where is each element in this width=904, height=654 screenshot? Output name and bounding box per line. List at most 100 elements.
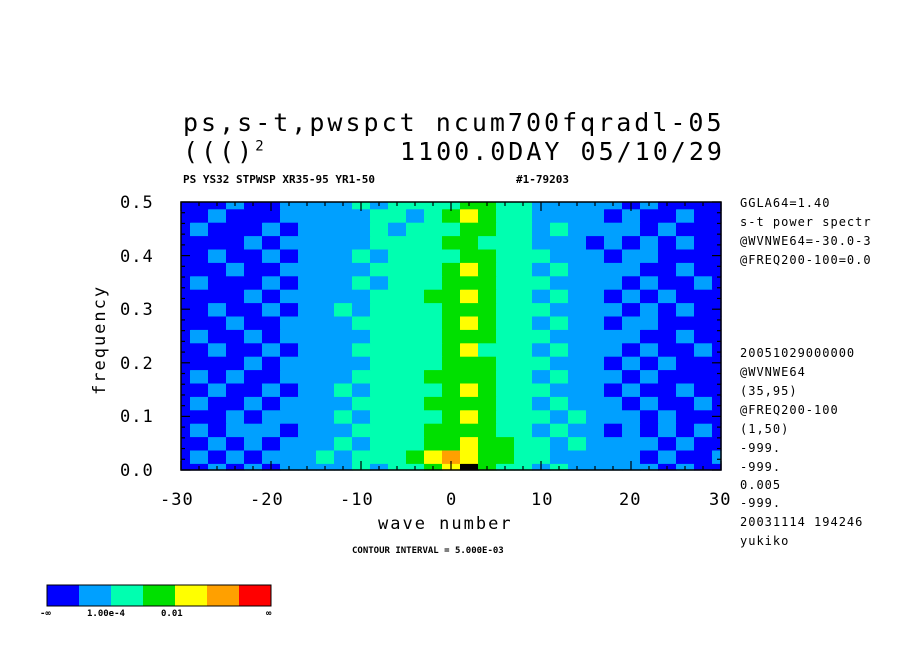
heatmap-cell — [352, 289, 371, 304]
heatmap-cell — [406, 208, 425, 223]
heatmap-cell — [478, 289, 497, 304]
heatmap-cell — [442, 449, 461, 464]
heatmap-cell — [334, 409, 353, 424]
heatmap-cell — [334, 275, 353, 290]
heatmap-cell — [298, 289, 317, 304]
heatmap-cell — [208, 329, 227, 344]
heatmap-cell — [208, 449, 227, 464]
heatmap-cell — [244, 369, 263, 384]
heatmap-cell — [424, 449, 443, 464]
heatmap-cell — [460, 208, 479, 223]
heatmap-cells — [181, 202, 722, 471]
heatmap-cell — [514, 356, 533, 371]
x-tick-label: 20 — [619, 490, 642, 510]
heatmap-cell — [190, 302, 209, 317]
side-info-14: 20031114 194246 — [740, 515, 864, 529]
colorbar-label: 1.00e-4 — [87, 609, 125, 619]
heatmap-cell — [424, 235, 443, 250]
heatmap-cell — [442, 436, 461, 451]
heatmap-cell — [712, 423, 722, 438]
heatmap-cell — [460, 262, 479, 277]
heatmap-cell — [334, 436, 353, 451]
colorbar-label: 0.01 — [161, 609, 183, 619]
heatmap-cell — [604, 208, 623, 223]
heatmap-cell — [406, 248, 425, 263]
heatmap-cell — [181, 235, 191, 250]
heatmap-cell — [316, 449, 335, 464]
heatmap-cell — [460, 436, 479, 451]
heatmap-cell — [712, 382, 722, 397]
heatmap-cell — [226, 302, 245, 317]
heatmap-cell — [622, 275, 641, 290]
heatmap-cell — [244, 423, 263, 438]
heatmap-cell — [244, 382, 263, 397]
heatmap-cell — [244, 235, 263, 250]
heatmap-cell — [712, 329, 722, 344]
heatmap-cell — [190, 208, 209, 223]
heatmap-cell — [298, 356, 317, 371]
heatmap-cell — [496, 409, 515, 424]
heatmap-cell — [352, 235, 371, 250]
heatmap-cell — [262, 315, 281, 330]
heatmap-cell — [622, 436, 641, 451]
heatmap-cell — [316, 382, 335, 397]
heatmap-cell — [181, 289, 191, 304]
heatmap-cell — [388, 248, 407, 263]
heatmap-cell — [604, 396, 623, 411]
heatmap-cell — [424, 248, 443, 263]
heatmap-cell — [460, 302, 479, 317]
heatmap-cell — [280, 436, 299, 451]
heatmap-cell — [406, 396, 425, 411]
heatmap-cell — [406, 409, 425, 424]
heatmap-cell — [208, 315, 227, 330]
heatmap-cell — [388, 329, 407, 344]
heatmap-cell — [658, 369, 677, 384]
heatmap-cell — [406, 262, 425, 277]
heatmap-cell — [190, 396, 209, 411]
heatmap-cell — [658, 302, 677, 317]
heatmap-cell — [424, 396, 443, 411]
heatmap-cell — [478, 382, 497, 397]
heatmap-cell — [208, 423, 227, 438]
heatmap-cell — [370, 449, 389, 464]
heatmap-cell — [244, 342, 263, 357]
heatmap-cell — [550, 409, 569, 424]
heatmap-cell — [190, 329, 209, 344]
heatmap-cell — [532, 436, 551, 451]
heatmap-cell — [604, 302, 623, 317]
heatmap-cell — [442, 275, 461, 290]
heatmap-cell — [496, 262, 515, 277]
heatmap-cell — [604, 382, 623, 397]
heatmap-cell — [496, 436, 515, 451]
heatmap-cell — [460, 315, 479, 330]
x-tick-label: -10 — [340, 490, 374, 510]
heatmap-cell — [568, 275, 587, 290]
heatmap-cell — [262, 222, 281, 237]
heatmap-cell — [226, 409, 245, 424]
heatmap-cell — [181, 396, 191, 411]
heatmap-cell — [370, 369, 389, 384]
heatmap-cell — [622, 208, 641, 223]
heatmap-cell — [712, 208, 722, 223]
heatmap-cell — [586, 329, 605, 344]
heatmap-cell — [442, 329, 461, 344]
heatmap-cell — [316, 329, 335, 344]
side-info-12: 0.005 — [740, 478, 782, 492]
heatmap-cell — [550, 449, 569, 464]
heatmap-cell — [532, 342, 551, 357]
heatmap-cell — [280, 235, 299, 250]
heatmap-cell — [262, 356, 281, 371]
heatmap-cell — [658, 262, 677, 277]
heatmap-cell — [478, 222, 497, 237]
heatmap-cell — [460, 248, 479, 263]
heatmap-cell — [208, 356, 227, 371]
heatmap-cell — [298, 208, 317, 223]
heatmap-cell — [442, 222, 461, 237]
heatmap-cell — [181, 342, 191, 357]
heatmap-cell — [712, 275, 722, 290]
heatmap-cell — [712, 222, 722, 237]
heatmap-cell — [586, 315, 605, 330]
heatmap-cell — [478, 369, 497, 384]
heatmap-cell — [676, 275, 695, 290]
heatmap-cell — [424, 208, 443, 223]
